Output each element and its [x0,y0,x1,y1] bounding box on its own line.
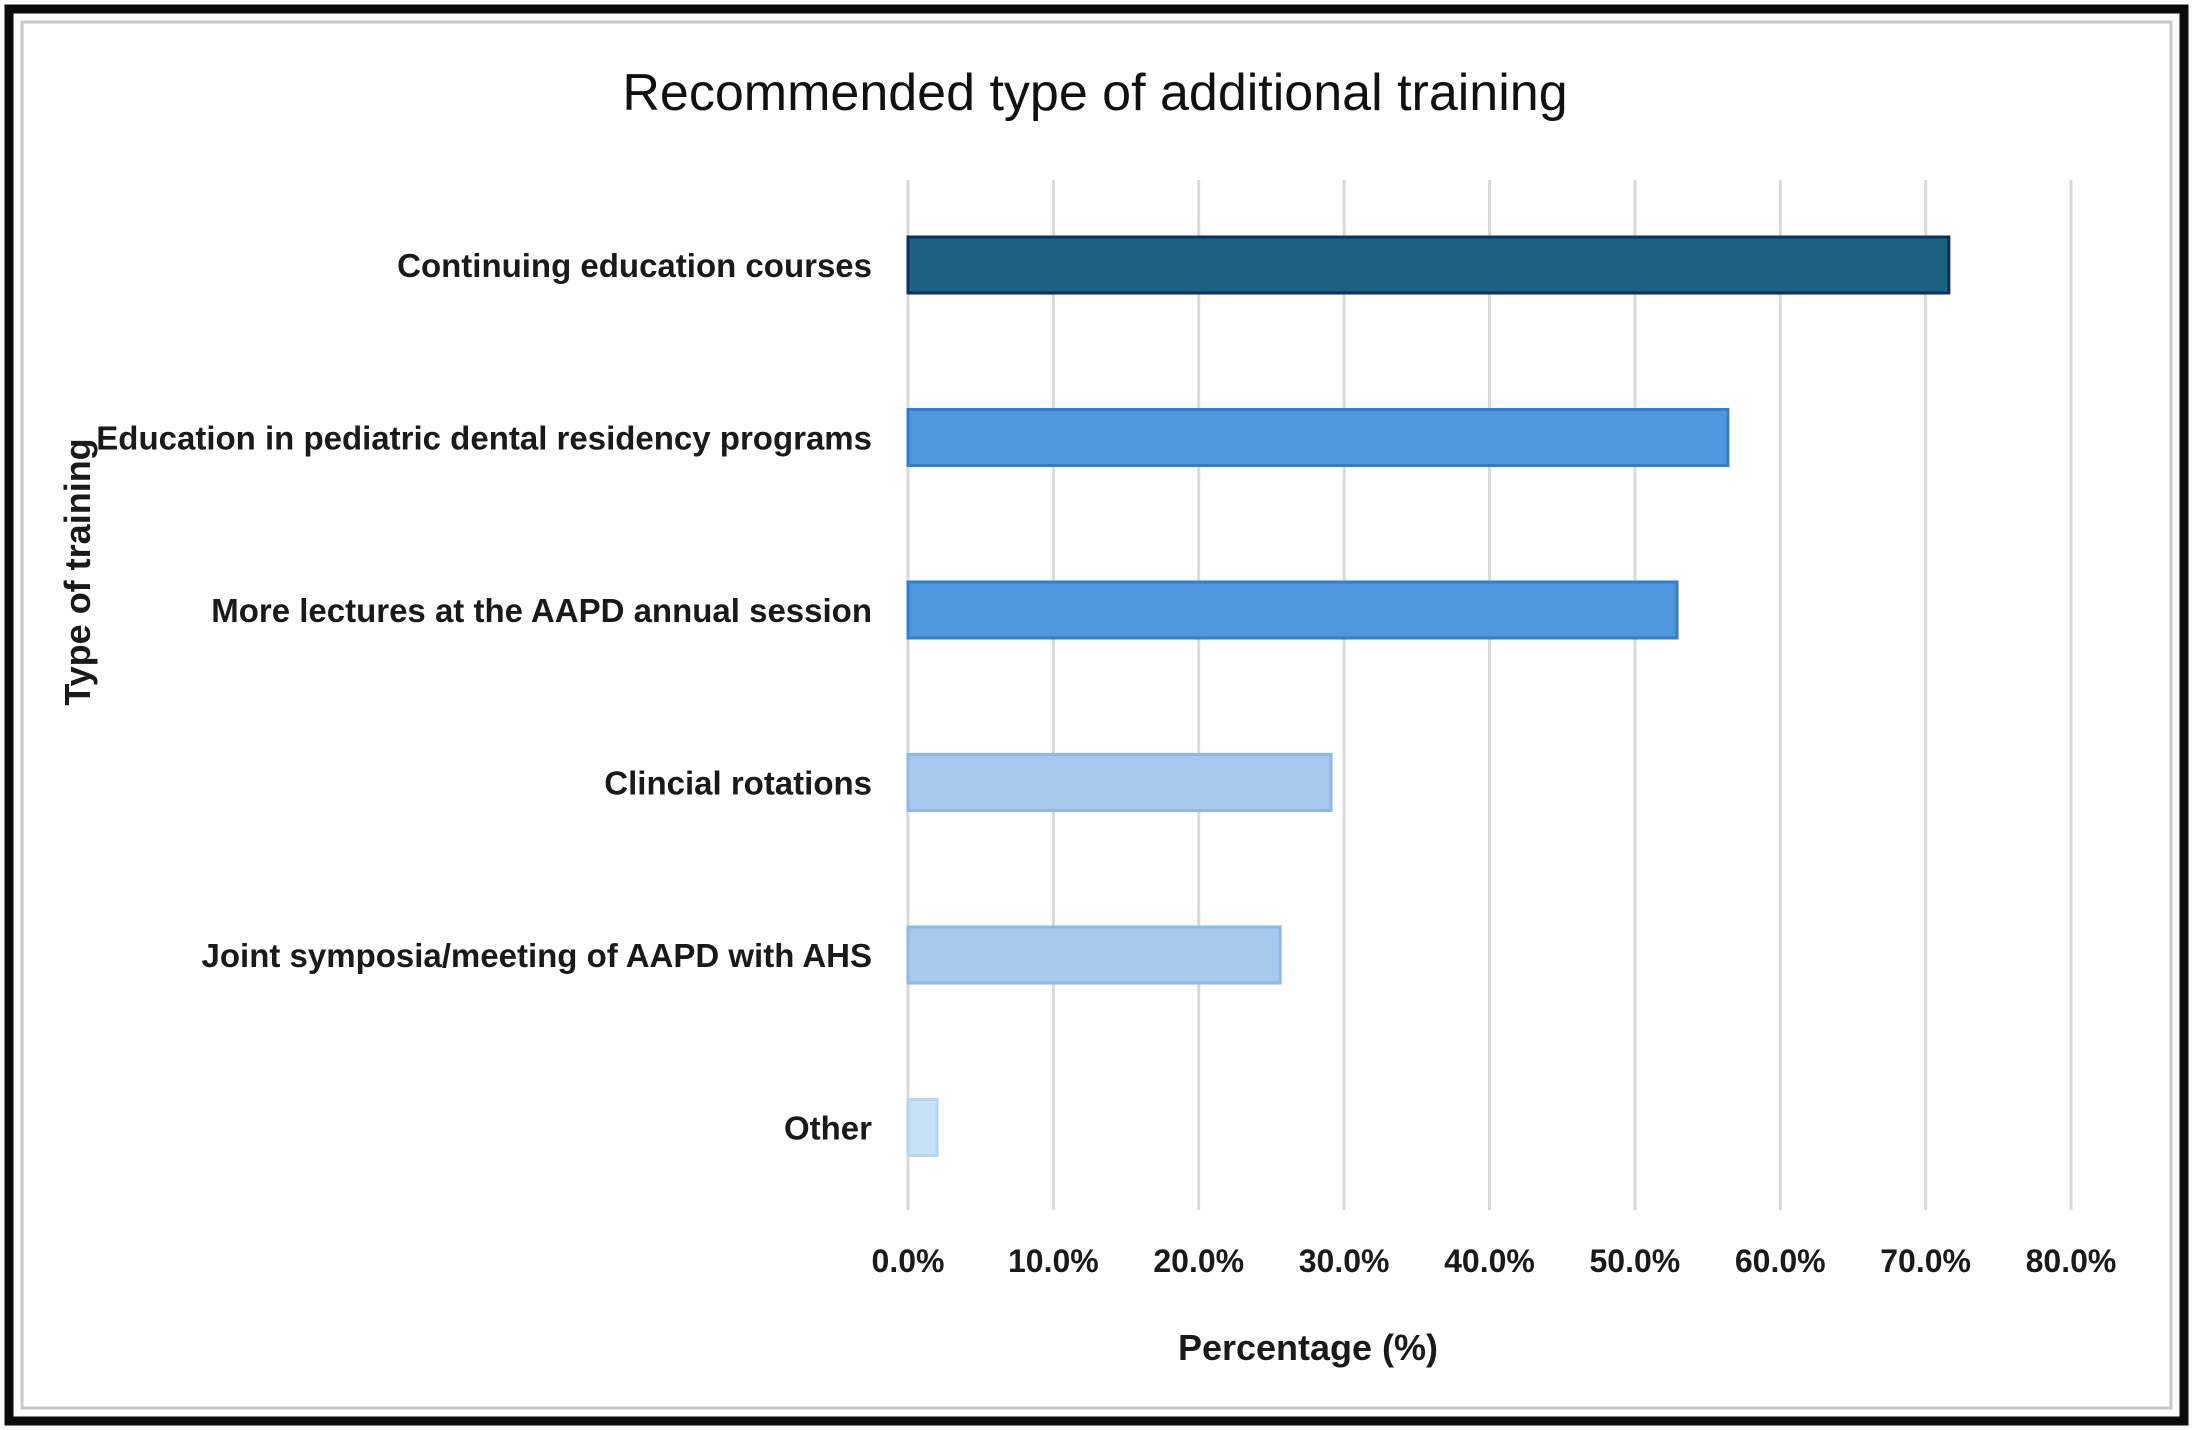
y-axis-title: Type of training [57,438,98,705]
x-tick-label: 20.0% [1153,1243,1244,1279]
x-axis-title: Percentage (%) [1178,1327,1438,1368]
category-label: Joint symposia/meeting of AAPD with AHS [202,937,872,974]
x-tick-label: 80.0% [2026,1243,2117,1279]
chart-outer-border [4,4,2189,1426]
bar [906,408,1730,467]
bar [906,1098,939,1157]
bar [906,925,1282,985]
x-tick-label: 30.0% [1299,1243,1390,1279]
bar [906,580,1679,640]
category-label: Continuing education courses [397,247,872,284]
bar [906,753,1333,812]
x-tick-label: 70.0% [1880,1243,1971,1279]
chart-inner-border [20,20,2173,1410]
bars [906,235,1951,1157]
x-tick-label: 0.0% [872,1243,945,1279]
gridlines [906,180,2073,1210]
category-label: Clincial rotations [604,765,872,802]
category-label: Other [784,1110,872,1147]
category-label: Education in pediatric dental residency … [96,420,872,457]
category-labels: Continuing education courses Education in… [96,247,872,1147]
bar [906,235,1951,295]
chart-title: Recommended type of additional training [622,64,1567,122]
x-tick-label: 50.0% [1590,1243,1681,1279]
x-tick-label: 40.0% [1444,1243,1535,1279]
category-label: More lectures at the AAPD annual session [211,592,872,629]
x-tick-label: 60.0% [1735,1243,1826,1279]
x-tick-label: 10.0% [1008,1243,1099,1279]
x-tick-labels: 0.0% 10.0% 20.0% 30.0% 40.0% 50.0% 60.0% 70.0% 8… [872,1243,2117,1279]
